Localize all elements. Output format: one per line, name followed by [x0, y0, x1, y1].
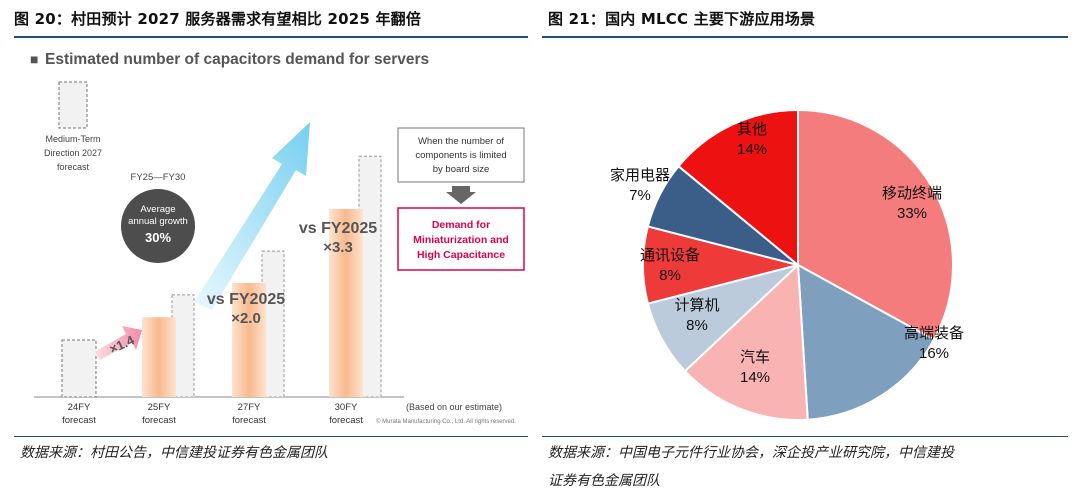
- mult-2-line-2: ×2.0: [231, 310, 261, 327]
- figure-heading: Estimated number of capacitors demand fo…: [45, 51, 429, 68]
- bar-group: 24FY forecast 25FY forecast 27FY forecast 30FY…: [61, 155, 382, 426]
- pie-slice-label: 汽车: [740, 349, 770, 366]
- medium-term-label-1: Medium-Term: [45, 134, 100, 144]
- pie-slice: [683, 262, 809, 421]
- demand-box: [397, 207, 525, 271]
- bar-forecast-2: [232, 283, 266, 397]
- pie-slice: [797, 108, 954, 342]
- right-source-line-2: 证券有色金属团队: [548, 473, 660, 489]
- growth-circle: [121, 189, 195, 263]
- bar-forecast-1: [142, 317, 176, 397]
- growth-value: 30%: [145, 230, 171, 245]
- pie-slice-value: 14%: [740, 369, 770, 386]
- medium-term-legend-box: [58, 81, 88, 129]
- bar-label-forecast: forecast: [142, 415, 176, 426]
- copyright-note: © Murata Manufacturing Co., Ltd. All rig…: [376, 418, 516, 425]
- mult-2-line-1: vs FY2025: [207, 291, 285, 308]
- demand-line-2: Miniaturization and: [413, 234, 509, 246]
- bar-label-forecast: forecast: [62, 415, 96, 426]
- right-source-line-1: 数据来源：中国电子元件行业协会，深企投产业研究院，中信建投: [548, 445, 954, 461]
- board-size-callout: [397, 127, 525, 183]
- bar-label-year: 24FY: [68, 402, 91, 413]
- pie-slice-label: 计算机: [674, 296, 719, 314]
- mult-3-line-1: vs FY2025: [299, 220, 377, 237]
- medium-term-label-2: Direction 2027: [44, 148, 102, 158]
- callout-line-2: components is limited: [415, 150, 506, 161]
- growth-range: FY25—FY30: [131, 172, 186, 183]
- callout-down-arrow: [446, 186, 476, 204]
- medium-term-label-3: forecast: [57, 162, 90, 172]
- mlcc-pie-chart: 移动终端 33% 高端装备 16% 汽车 14% 计算机 8% 通讯设备 8% 家用电器 7% 其他 14…: [610, 108, 964, 421]
- pie-slice-value: 33%: [897, 205, 927, 222]
- bar-label-year: 25FY: [148, 402, 171, 413]
- left-source: 数据来源：村田公告，中信建投证券有色金属团队: [20, 445, 328, 461]
- figure-21-title: 图 21：国内 MLCC 主要下游应用场景: [548, 10, 816, 28]
- figure-heading-marker: ■: [30, 51, 38, 67]
- pie-slice-value: 7%: [629, 187, 651, 204]
- pie-slice-label: 移动终端: [882, 185, 942, 202]
- growth-label-2: annual growth: [128, 216, 188, 227]
- demand-line-3: High Capacitance: [417, 249, 505, 261]
- pie-slice: [796, 263, 936, 421]
- left-source-rule: [14, 436, 528, 437]
- pie-slice-label: 高端装备: [904, 325, 964, 342]
- bar-24fy: [61, 339, 97, 398]
- callout-line-3: by board size: [433, 164, 490, 175]
- x14-arrow: [94, 326, 142, 360]
- left-title-rule: [14, 36, 528, 38]
- right-title-rule: [542, 36, 1068, 38]
- bar-label-year: 30FY: [335, 402, 358, 413]
- figure-20-title: 图 20：村田预计 2027 服务器需求有望相比 2025 年翻倍: [14, 10, 422, 28]
- estimate-note: (Based on our estimate): [406, 402, 502, 412]
- growth-label-1: Average: [140, 204, 175, 215]
- pie-slice-value: 8%: [659, 267, 681, 284]
- mult-3-line-2: ×3.3: [323, 239, 353, 256]
- pie-slice-label: 家用电器: [610, 167, 670, 184]
- bar-label-forecast: forecast: [232, 415, 266, 426]
- callout-line-1: When the number of: [418, 136, 504, 147]
- demand-line-1: Demand for: [432, 219, 490, 231]
- right-source-rule: [542, 436, 1068, 437]
- pie-slice: [677, 108, 799, 268]
- pie-slice-value: 14%: [737, 141, 767, 158]
- bar-forecast-3: [329, 208, 363, 397]
- bar-label-forecast: forecast: [329, 415, 363, 426]
- bar-label-year: 27FY: [238, 402, 261, 413]
- pie-slice-value: 16%: [919, 345, 949, 362]
- pie-slice-value: 8%: [686, 317, 708, 334]
- pie-slice-label: 通讯设备: [640, 247, 700, 264]
- growth-arrow: [194, 122, 310, 310]
- murata-capacitor-figure: ■ Estimated number of capacitors demand …: [30, 51, 525, 426]
- pie-slice-label: 其他: [737, 121, 767, 138]
